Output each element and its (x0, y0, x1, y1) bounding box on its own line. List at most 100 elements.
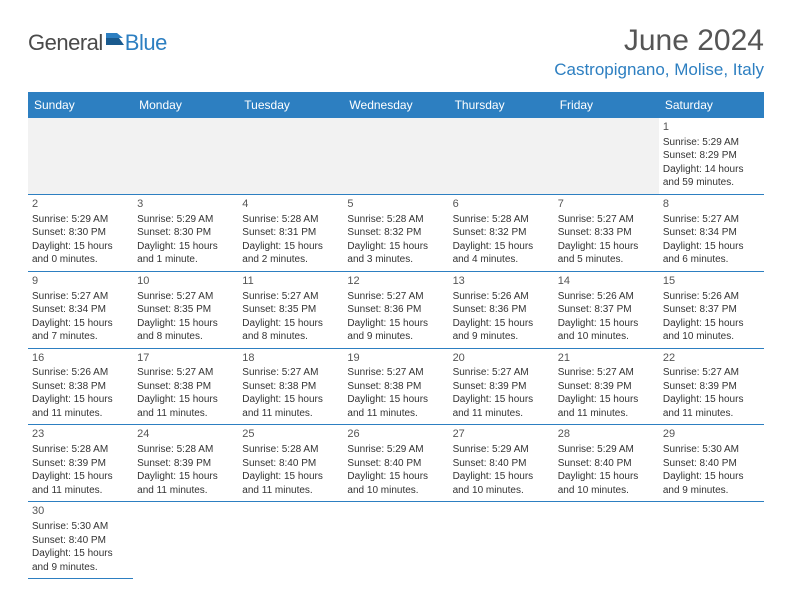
sunset-text: Sunset: 8:40 PM (32, 534, 129, 548)
daylight-text: Daylight: 15 hours and 11 minutes. (32, 393, 129, 420)
sunrise-text: Sunrise: 5:29 AM (453, 443, 550, 457)
sunset-text: Sunset: 8:40 PM (347, 457, 444, 471)
sunrise-text: Sunrise: 5:26 AM (558, 290, 655, 304)
calendar-cell: 4Sunrise: 5:28 AMSunset: 8:31 PMDaylight… (238, 194, 343, 271)
sunset-text: Sunset: 8:32 PM (347, 226, 444, 240)
day-number: 9 (32, 274, 129, 289)
calendar-cell: 5Sunrise: 5:28 AMSunset: 8:32 PMDaylight… (343, 194, 448, 271)
calendar-table: Sunday Monday Tuesday Wednesday Thursday… (28, 92, 764, 579)
day-number: 6 (453, 197, 550, 212)
sunset-text: Sunset: 8:39 PM (453, 380, 550, 394)
daylight-text: Daylight: 15 hours and 6 minutes. (663, 240, 760, 267)
daylight-text: Daylight: 15 hours and 11 minutes. (663, 393, 760, 420)
logo-word1: General (28, 30, 103, 56)
sunset-text: Sunset: 8:40 PM (242, 457, 339, 471)
calendar-cell: 13Sunrise: 5:26 AMSunset: 8:36 PMDayligh… (449, 271, 554, 348)
sunset-text: Sunset: 8:38 PM (137, 380, 234, 394)
day-number: 29 (663, 427, 760, 442)
sunrise-text: Sunrise: 5:28 AM (242, 443, 339, 457)
day-header: Thursday (449, 92, 554, 118)
daylight-text: Daylight: 15 hours and 8 minutes. (137, 317, 234, 344)
day-number: 8 (663, 197, 760, 212)
calendar-row: 16Sunrise: 5:26 AMSunset: 8:38 PMDayligh… (28, 348, 764, 425)
daylight-text: Daylight: 15 hours and 10 minutes. (558, 470, 655, 497)
calendar-cell: 25Sunrise: 5:28 AMSunset: 8:40 PMDayligh… (238, 425, 343, 502)
day-number: 19 (347, 351, 444, 366)
daylight-text: Daylight: 15 hours and 0 minutes. (32, 240, 129, 267)
sunset-text: Sunset: 8:31 PM (242, 226, 339, 240)
calendar-cell: 18Sunrise: 5:27 AMSunset: 8:38 PMDayligh… (238, 348, 343, 425)
calendar-cell: 9Sunrise: 5:27 AMSunset: 8:34 PMDaylight… (28, 271, 133, 348)
day-header: Saturday (659, 92, 764, 118)
day-number: 13 (453, 274, 550, 289)
sunset-text: Sunset: 8:39 PM (558, 380, 655, 394)
sunrise-text: Sunrise: 5:29 AM (558, 443, 655, 457)
daylight-text: Daylight: 15 hours and 9 minutes. (453, 317, 550, 344)
daylight-text: Daylight: 15 hours and 9 minutes. (32, 547, 129, 574)
month-title: June 2024 (554, 24, 764, 58)
sunset-text: Sunset: 8:29 PM (663, 149, 760, 163)
sunset-text: Sunset: 8:39 PM (663, 380, 760, 394)
daylight-text: Daylight: 15 hours and 11 minutes. (137, 393, 234, 420)
day-header: Wednesday (343, 92, 448, 118)
sunrise-text: Sunrise: 5:28 AM (32, 443, 129, 457)
day-number: 16 (32, 351, 129, 366)
calendar-cell: 20Sunrise: 5:27 AMSunset: 8:39 PMDayligh… (449, 348, 554, 425)
calendar-cell: 1Sunrise: 5:29 AMSunset: 8:29 PMDaylight… (659, 118, 764, 194)
calendar-cell: 26Sunrise: 5:29 AMSunset: 8:40 PMDayligh… (343, 425, 448, 502)
sunset-text: Sunset: 8:40 PM (558, 457, 655, 471)
calendar-cell: 16Sunrise: 5:26 AMSunset: 8:38 PMDayligh… (28, 348, 133, 425)
sunrise-text: Sunrise: 5:26 AM (32, 366, 129, 380)
daylight-text: Daylight: 15 hours and 8 minutes. (242, 317, 339, 344)
calendar-cell (449, 502, 554, 579)
sunrise-text: Sunrise: 5:26 AM (453, 290, 550, 304)
day-number: 25 (242, 427, 339, 442)
sunset-text: Sunset: 8:37 PM (663, 303, 760, 317)
calendar-cell: 8Sunrise: 5:27 AMSunset: 8:34 PMDaylight… (659, 194, 764, 271)
sunset-text: Sunset: 8:39 PM (137, 457, 234, 471)
sunrise-text: Sunrise: 5:28 AM (347, 213, 444, 227)
calendar-cell (343, 502, 448, 579)
sunset-text: Sunset: 8:38 PM (347, 380, 444, 394)
daylight-text: Daylight: 15 hours and 2 minutes. (242, 240, 339, 267)
daylight-text: Daylight: 15 hours and 11 minutes. (558, 393, 655, 420)
sunset-text: Sunset: 8:39 PM (32, 457, 129, 471)
sunrise-text: Sunrise: 5:27 AM (137, 366, 234, 380)
day-header: Sunday (28, 92, 133, 118)
sunrise-text: Sunrise: 5:27 AM (242, 290, 339, 304)
day-number: 28 (558, 427, 655, 442)
sunrise-text: Sunrise: 5:27 AM (242, 366, 339, 380)
sunrise-text: Sunrise: 5:27 AM (137, 290, 234, 304)
sunrise-text: Sunrise: 5:27 AM (347, 366, 444, 380)
calendar-cell: 10Sunrise: 5:27 AMSunset: 8:35 PMDayligh… (133, 271, 238, 348)
sunset-text: Sunset: 8:37 PM (558, 303, 655, 317)
calendar-cell: 17Sunrise: 5:27 AMSunset: 8:38 PMDayligh… (133, 348, 238, 425)
sunset-text: Sunset: 8:40 PM (663, 457, 760, 471)
sunset-text: Sunset: 8:34 PM (32, 303, 129, 317)
calendar-cell (343, 118, 448, 194)
sunrise-text: Sunrise: 5:30 AM (32, 520, 129, 534)
calendar-cell (449, 118, 554, 194)
calendar-cell (133, 502, 238, 579)
calendar-cell (659, 502, 764, 579)
day-number: 3 (137, 197, 234, 212)
location: Castropignano, Molise, Italy (554, 60, 764, 80)
daylight-text: Daylight: 15 hours and 9 minutes. (347, 317, 444, 344)
calendar-cell: 22Sunrise: 5:27 AMSunset: 8:39 PMDayligh… (659, 348, 764, 425)
day-number: 1 (663, 120, 760, 135)
sunrise-text: Sunrise: 5:27 AM (558, 366, 655, 380)
calendar-row: 1Sunrise: 5:29 AMSunset: 8:29 PMDaylight… (28, 118, 764, 194)
calendar-cell (133, 118, 238, 194)
calendar-cell: 14Sunrise: 5:26 AMSunset: 8:37 PMDayligh… (554, 271, 659, 348)
sunrise-text: Sunrise: 5:30 AM (663, 443, 760, 457)
sunset-text: Sunset: 8:40 PM (453, 457, 550, 471)
daylight-text: Daylight: 15 hours and 9 minutes. (663, 470, 760, 497)
day-number: 2 (32, 197, 129, 212)
day-number: 11 (242, 274, 339, 289)
sunset-text: Sunset: 8:32 PM (453, 226, 550, 240)
day-number: 14 (558, 274, 655, 289)
day-number: 5 (347, 197, 444, 212)
calendar-cell: 3Sunrise: 5:29 AMSunset: 8:30 PMDaylight… (133, 194, 238, 271)
day-number: 4 (242, 197, 339, 212)
day-number: 18 (242, 351, 339, 366)
